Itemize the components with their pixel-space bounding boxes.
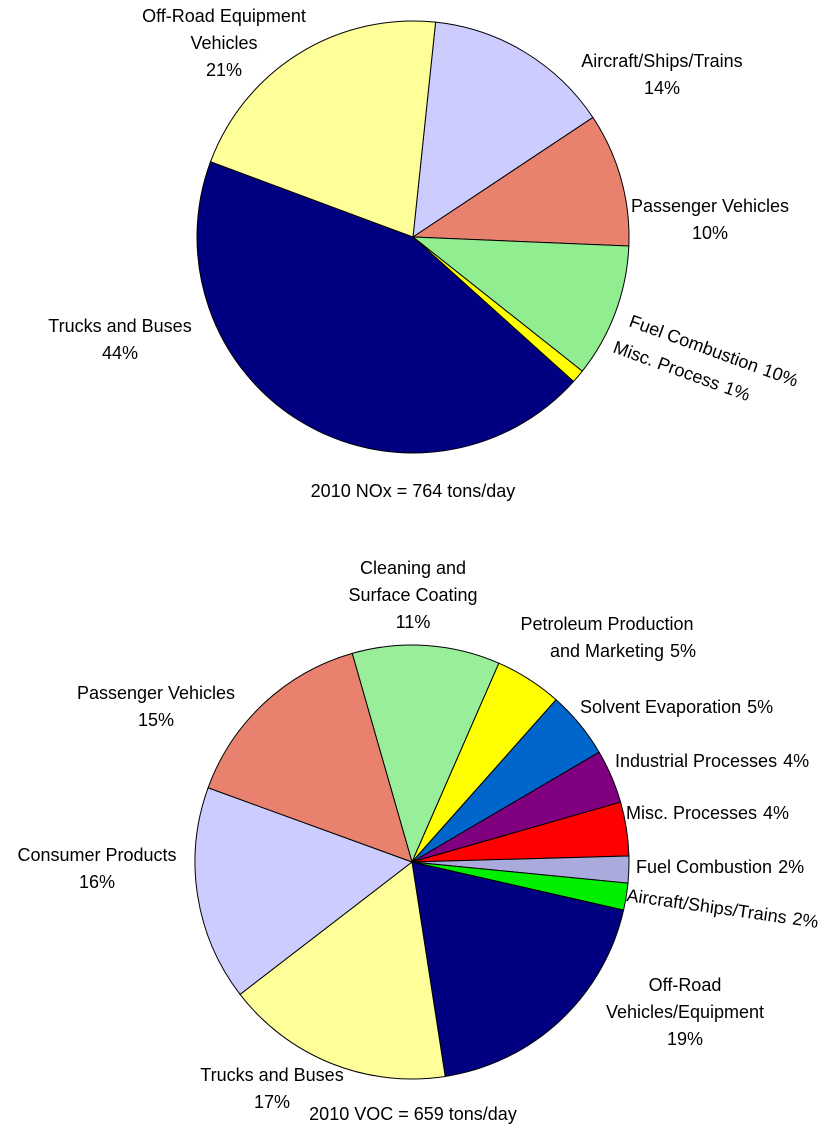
pie-slice xyxy=(411,236,630,372)
pie-slice xyxy=(196,161,575,454)
value-label: 2% xyxy=(791,908,820,931)
pie-slice xyxy=(194,787,414,996)
slice-label: Off-Road Equipment Vehicles 21% xyxy=(142,6,306,80)
pie-slice xyxy=(412,21,594,239)
slice-label: Aircraft/Ships/Trains 14% xyxy=(581,51,742,98)
value-label: 10% xyxy=(692,223,728,243)
pie-slice xyxy=(207,652,413,863)
label-line: and Marketing xyxy=(550,641,664,661)
category-label: Industrial Processes xyxy=(615,751,777,771)
value-label: 19% xyxy=(667,1029,703,1049)
label-line: Solvent Evaporation xyxy=(580,697,741,717)
pie-slice xyxy=(239,861,446,1080)
value-label: 1% xyxy=(722,377,753,405)
label-line: Aircraft/Ships/Trains xyxy=(625,885,788,927)
category-label: Trucks and Buses xyxy=(200,1065,343,1085)
label-line: Surface Coating xyxy=(348,585,477,605)
slice-label: Fuel Combustion 2% xyxy=(636,857,804,877)
chart-title: 2010 VOC = 659 tons/day xyxy=(309,1104,517,1124)
category-label: Off-Road Vehicles/Equipment xyxy=(606,975,764,1022)
label-line: Trucks and Buses xyxy=(200,1065,343,1085)
label-line: Off-Road Equipment xyxy=(142,6,306,26)
category-label: Misc. Processes xyxy=(626,803,757,823)
slice-label: Consumer Products 16% xyxy=(17,845,176,892)
value-label: 5% xyxy=(747,697,773,717)
value-label: 5% xyxy=(670,641,696,661)
label-line: Fuel Combustion xyxy=(636,857,772,877)
category-label: Petroleum Production and Marketing xyxy=(520,614,693,661)
category-label: Trucks and Buses xyxy=(48,316,191,336)
label-line: Passenger Vehicles xyxy=(77,683,235,703)
label-line: Misc. Processes xyxy=(626,803,757,823)
label-line: Petroleum Production xyxy=(520,614,693,634)
slice-label: Trucks and Buses 17% xyxy=(200,1065,343,1112)
slice-label: Petroleum Production and Marketing 5% xyxy=(520,614,696,661)
value-label: 16% xyxy=(79,872,115,892)
label-line: Vehicles/Equipment xyxy=(606,1002,764,1022)
pie-slice xyxy=(351,644,500,864)
label-line: Vehicles xyxy=(190,33,257,53)
value-label: 10% xyxy=(760,360,801,391)
slice-label: Passenger Vehicles 10% xyxy=(631,196,789,243)
value-label: 44% xyxy=(102,343,138,363)
category-label: Solvent Evaporation xyxy=(580,697,741,717)
slice-label: Solvent Evaporation 5% xyxy=(580,697,773,717)
pie-slice xyxy=(411,861,625,1078)
value-label: 4% xyxy=(763,803,789,823)
value-label: 4% xyxy=(783,751,809,771)
value-label: 2% xyxy=(778,857,804,877)
label-line: Cleaning and xyxy=(360,558,466,578)
label-line: Passenger Vehicles xyxy=(631,196,789,216)
chart-title: 2010 NOx = 764 tons/day xyxy=(311,481,516,501)
value-label: 11% xyxy=(396,612,431,632)
category-label: Consumer Products xyxy=(17,845,176,865)
value-label: 14% xyxy=(644,78,680,98)
value-label: 17% xyxy=(254,1092,290,1112)
label-line: Aircraft/Ships/Trains xyxy=(581,51,742,71)
slice-label: Cleaning and Surface Coating 11% xyxy=(348,558,477,632)
slice-label: Misc. Processes 4% xyxy=(626,803,789,823)
slice-label: Off-Road Vehicles/Equipment 19% xyxy=(606,975,764,1049)
label-line: Industrial Processes xyxy=(615,751,777,771)
slice-label: Trucks and Buses 44% xyxy=(48,316,191,363)
category-label: Passenger Vehicles xyxy=(631,196,789,216)
category-label: Cleaning and Surface Coating xyxy=(348,558,477,605)
category-label: Aircraft/Ships/Trains xyxy=(581,51,742,71)
pie-slice xyxy=(209,20,437,238)
value-label: 21% xyxy=(206,60,242,80)
slice-label: Aircraft/Ships/Trains 2% xyxy=(625,885,819,932)
category-label: Passenger Vehicles xyxy=(77,683,235,703)
category-label: Off-Road Equipment Vehicles xyxy=(142,6,306,53)
label-line: Trucks and Buses xyxy=(48,316,191,336)
category-label: Fuel Combustion xyxy=(636,857,772,877)
slice-label: Industrial Processes 4% xyxy=(615,751,809,771)
value-label: 15% xyxy=(138,710,174,730)
slice-label: Passenger Vehicles 15% xyxy=(77,683,235,730)
label-line: Consumer Products xyxy=(17,845,176,865)
label-line: Off-Road xyxy=(649,975,722,995)
category-label: Aircraft/Ships/Trains xyxy=(625,885,788,927)
pie-slice xyxy=(411,116,630,247)
